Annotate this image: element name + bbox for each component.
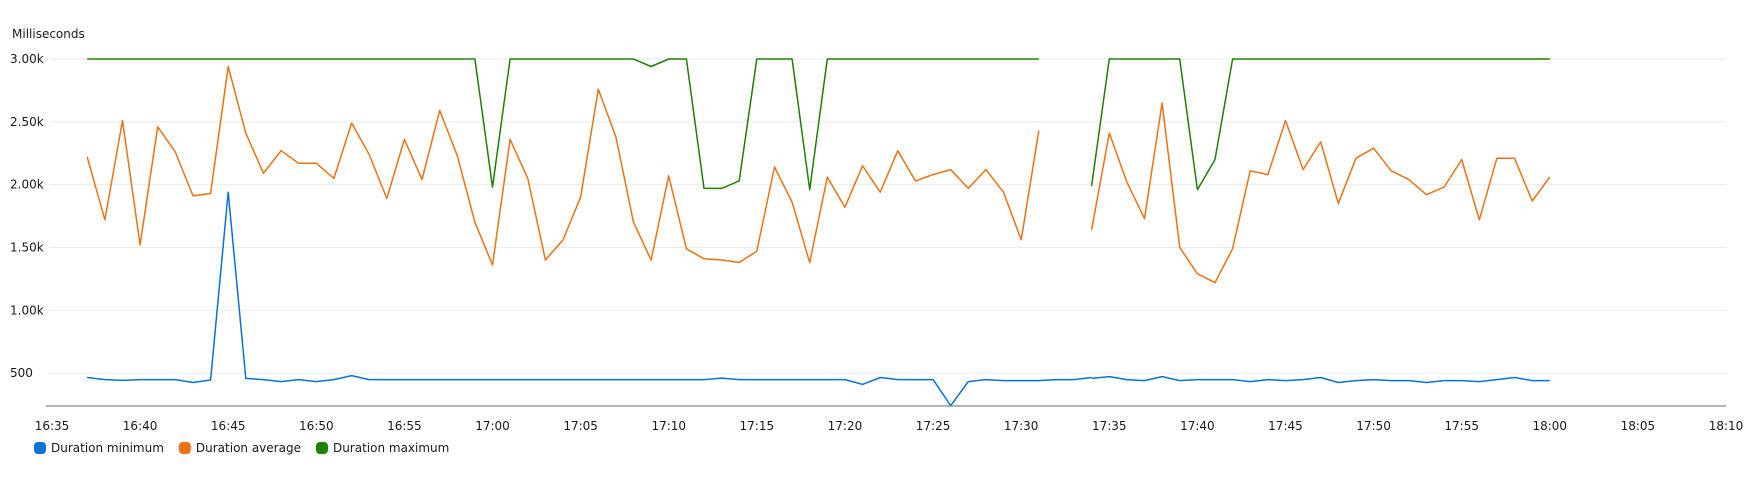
series-line (1090, 58, 1550, 191)
y-tick-label: 500 (10, 366, 33, 380)
x-tick-label: 17:55 (1444, 419, 1479, 433)
series-duration-maximum (87, 58, 1550, 191)
plot-area (86, 58, 1551, 407)
y-axis-label: Milliseconds (12, 27, 85, 41)
legend-item[interactable]: Duration maximum (315, 441, 449, 455)
legend-item[interactable]: Duration average (178, 441, 301, 455)
legend-swatch (34, 442, 46, 454)
series-line (1091, 375, 1550, 384)
series-line (87, 191, 1092, 407)
series-line (86, 65, 1040, 266)
y-tick-label: 1.00k (10, 303, 44, 317)
x-tick-label: 17:20 (828, 419, 863, 433)
y-tick-label: 2.50k (10, 115, 44, 129)
x-tick-label: 17:10 (651, 419, 686, 433)
y-tick-label: 3.00k (10, 52, 44, 66)
x-tick-label: 16:50 (299, 419, 334, 433)
series-duration-minimum (87, 191, 1550, 407)
legend-label: Duration average (196, 441, 301, 455)
legend-swatch (315, 442, 328, 454)
x-tick-label: 18:00 (1532, 419, 1567, 433)
x-tick-label: 17:35 (1092, 419, 1127, 433)
x-tick-label: 17:05 (563, 419, 598, 433)
series-line (87, 58, 1039, 191)
series-line (1090, 102, 1551, 284)
y-axis-ticks: 500 1.00k 1.50k 2.00k 2.50k 3.00k (10, 52, 44, 380)
x-tick-label: 17:40 (1180, 419, 1215, 433)
legend-item[interactable]: Duration minimum (34, 441, 164, 455)
x-tick-label: 16:45 (211, 419, 246, 433)
x-tick-label: 17:50 (1356, 419, 1391, 433)
gridlines (50, 58, 1726, 374)
y-tick-label: 2.00k (10, 178, 44, 192)
y-tick-label: 1.50k (10, 240, 44, 254)
x-tick-label: 17:45 (1268, 419, 1303, 433)
x-axis-ticks: 16:35 16:40 16:45 16:50 16:55 17:00 17:05 17:10… (35, 419, 1744, 433)
legend-swatch (178, 442, 191, 454)
x-tick-label: 17:15 (740, 419, 775, 433)
series-duration-average (86, 65, 1551, 284)
x-tick-label: 17:00 (475, 419, 510, 433)
x-tick-label: 17:30 (1004, 419, 1039, 433)
x-tick-label: 16:35 (35, 419, 70, 433)
x-tick-label: 18:05 (1621, 419, 1656, 433)
legend-label: Duration maximum (333, 441, 449, 455)
x-tick-label: 16:40 (123, 419, 158, 433)
x-tick-label: 16:55 (387, 419, 422, 433)
legend: Duration minimum Duration average Duration… (34, 441, 449, 455)
x-tick-label: 18:10 (1709, 419, 1744, 433)
x-tick-label: 17:25 (916, 419, 951, 433)
legend-label: Duration minimum (51, 441, 164, 455)
